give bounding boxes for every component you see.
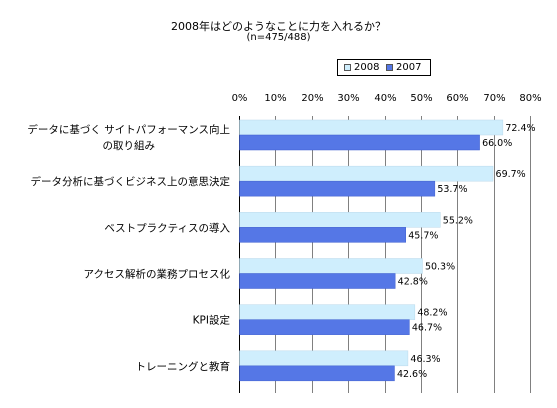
bar-2008 [239,212,441,228]
data-label-2008: 69.7% [496,169,526,180]
x-tick-label: 50% [410,93,432,104]
data-label-2008: 72.4% [505,123,535,134]
category-label: データに基づく サイトパフォーマンス向上 [27,123,230,136]
bar-2008 [239,119,504,136]
data-label-2007: 42.6% [397,369,427,380]
category-label: データ分析に基づくビジネス上の意思決定 [31,175,231,188]
bar-2007 [239,180,436,197]
bar-2007 [239,227,406,243]
legend-label-2007: 2007 [396,62,422,73]
category-label: KPI設定 [193,314,231,327]
data-label-2007: 42.8% [398,277,428,288]
x-tick-label: 20% [301,93,323,104]
x-tick-label: 30% [337,93,359,104]
x-tick-label: 40% [374,93,396,104]
bar-2007 [239,134,480,151]
category-label-line2: の取り組み [103,139,156,152]
category-label: アクセス解析の業務プロセス化 [84,268,231,281]
bar-2008 [239,304,416,320]
x-tick-label: 0% [232,93,248,104]
x-tick-label: 70% [483,93,505,104]
bar-2007 [239,365,395,382]
legend-swatch-2007 [386,64,393,71]
bar-2008 [239,258,423,274]
x-tick-label: 60% [446,93,468,104]
legend-label-2008: 2008 [354,62,380,73]
data-label-2007: 53.7% [437,184,467,195]
bar-2008 [239,350,409,367]
legend: 2008 2007 [337,59,431,76]
legend-item-2008: 2008 [344,62,379,73]
chart-subtitle: (n=475/488) [246,32,311,43]
category-label: ベストプラクティスの導入 [104,221,230,234]
bar-2007 [239,319,410,335]
data-label-2007: 46.7% [412,323,442,334]
x-tick-label: 10% [264,93,286,104]
data-label-2008: 50.3% [425,262,455,273]
bar-2007 [239,273,396,289]
legend-swatch-2008 [344,64,351,71]
x-tick-label: 80% [519,93,541,104]
bar-2008 [239,165,494,182]
legend-item-2007: 2007 [386,62,421,73]
data-label-2008: 55.2% [443,215,473,226]
data-label-2007: 66.0% [482,138,512,149]
chart-title: 2008年はどのようなことに力を入れるか？ [171,20,386,33]
category-label: トレーニングと教育 [136,360,231,373]
data-label-2008: 46.3% [410,354,440,365]
data-label-2008: 48.2% [417,308,447,319]
data-label-2007: 45.7% [408,230,438,241]
